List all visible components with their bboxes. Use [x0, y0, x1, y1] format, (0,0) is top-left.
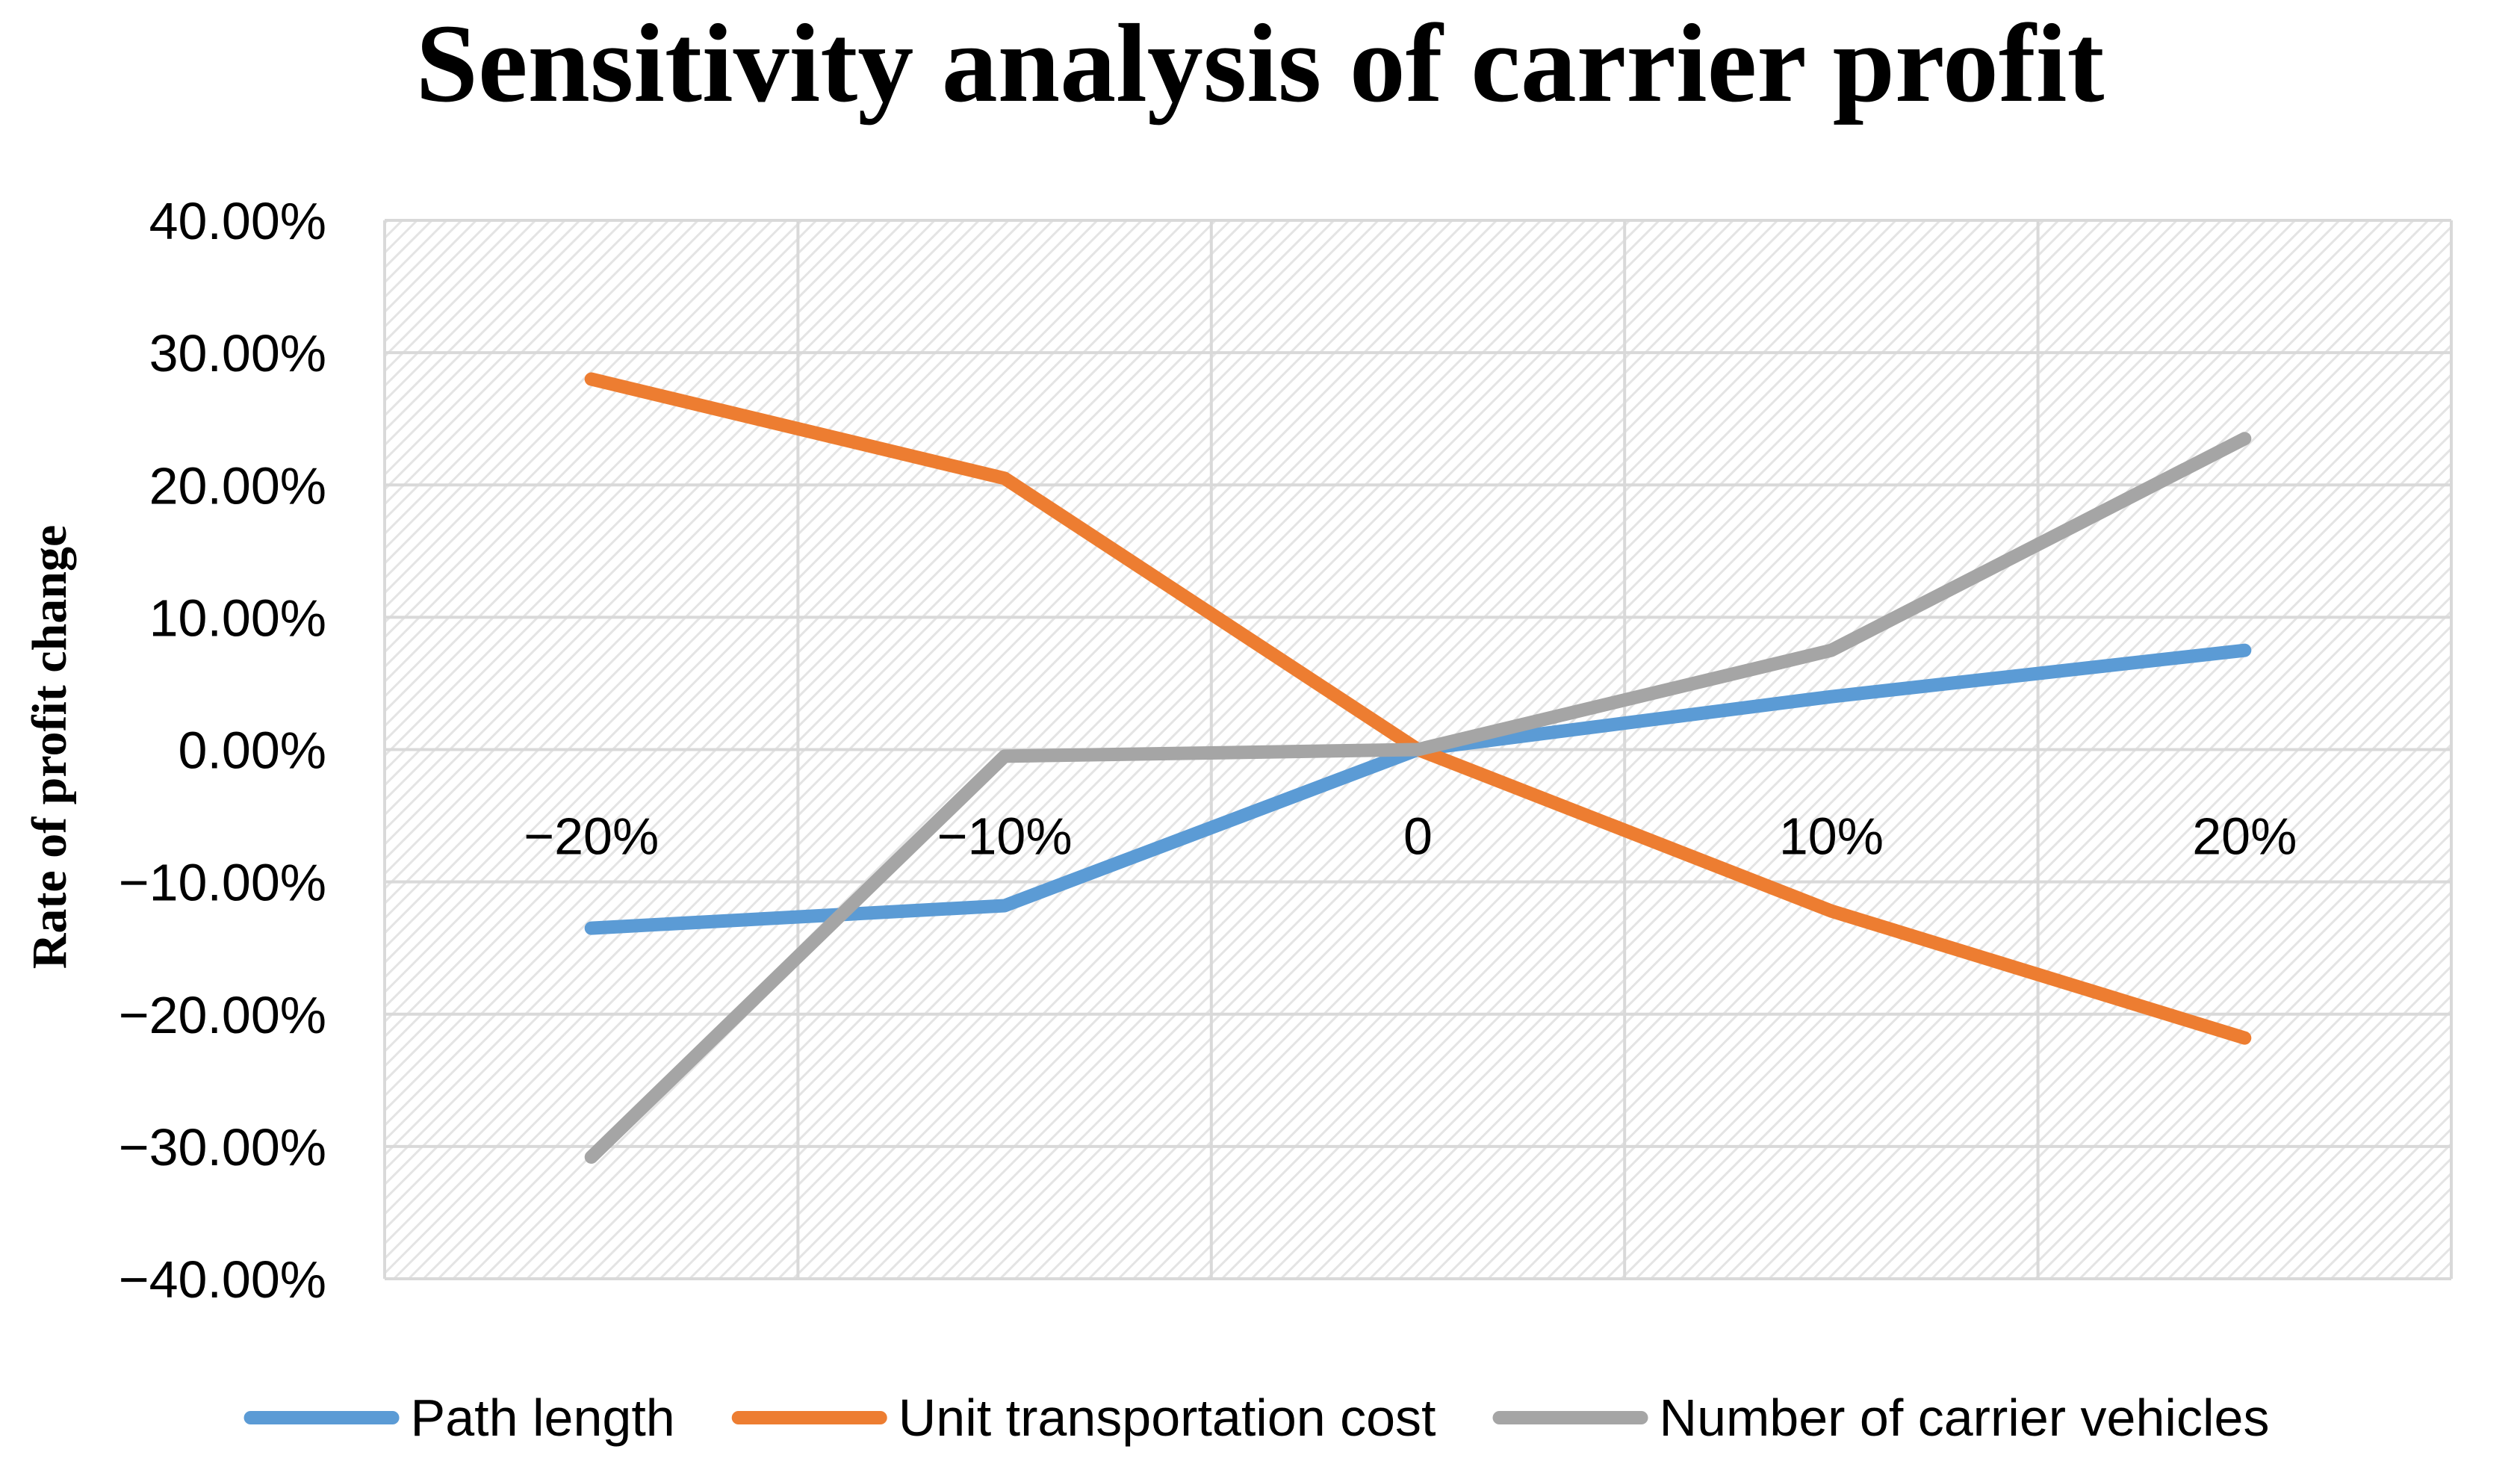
- y-tick-label: 30.00%: [149, 324, 326, 382]
- y-axis-label: Rate of profit change: [22, 525, 77, 970]
- legend-label-2: Unit transportation cost: [899, 1389, 1436, 1447]
- series-lines: [584, 372, 2252, 1164]
- x-tick-label: 10%: [1779, 807, 1884, 866]
- y-axis-ticks: 40.00% 30.00% 20.00% 10.00% 0.00% −10.00% −20.…: [119, 192, 326, 1309]
- y-tick-label: 0.00%: [179, 722, 326, 780]
- y-tick-label: −20.00%: [119, 986, 326, 1044]
- y-tick-label: −40.00%: [119, 1250, 326, 1309]
- x-tick-label: −10%: [937, 807, 1073, 866]
- y-tick-label: −10.00%: [119, 854, 326, 912]
- y-tick-label: 20.00%: [149, 456, 326, 515]
- y-tick-label: 40.00%: [149, 192, 326, 250]
- y-tick-label: −30.00%: [119, 1118, 326, 1176]
- x-tick-label: 20%: [2192, 807, 2297, 866]
- series-line-3: [584, 432, 2252, 1164]
- gridlines: [383, 219, 2453, 1280]
- x-tick-label: 0: [1403, 807, 1433, 866]
- legend-label-3: Number of carrier vehicles: [1660, 1389, 2270, 1447]
- chart-title: Sensitivity analysis of carrier profit: [416, 1, 2105, 125]
- x-tick-label: −20%: [524, 807, 659, 866]
- y-tick-label: 10.00%: [149, 589, 326, 647]
- x-axis-ticks: −20% −10% 0 10% 20%: [524, 807, 2297, 866]
- legend-label-1: Path length: [411, 1389, 675, 1447]
- legend: Path length Unit transportation cost Numbe…: [243, 1389, 2270, 1447]
